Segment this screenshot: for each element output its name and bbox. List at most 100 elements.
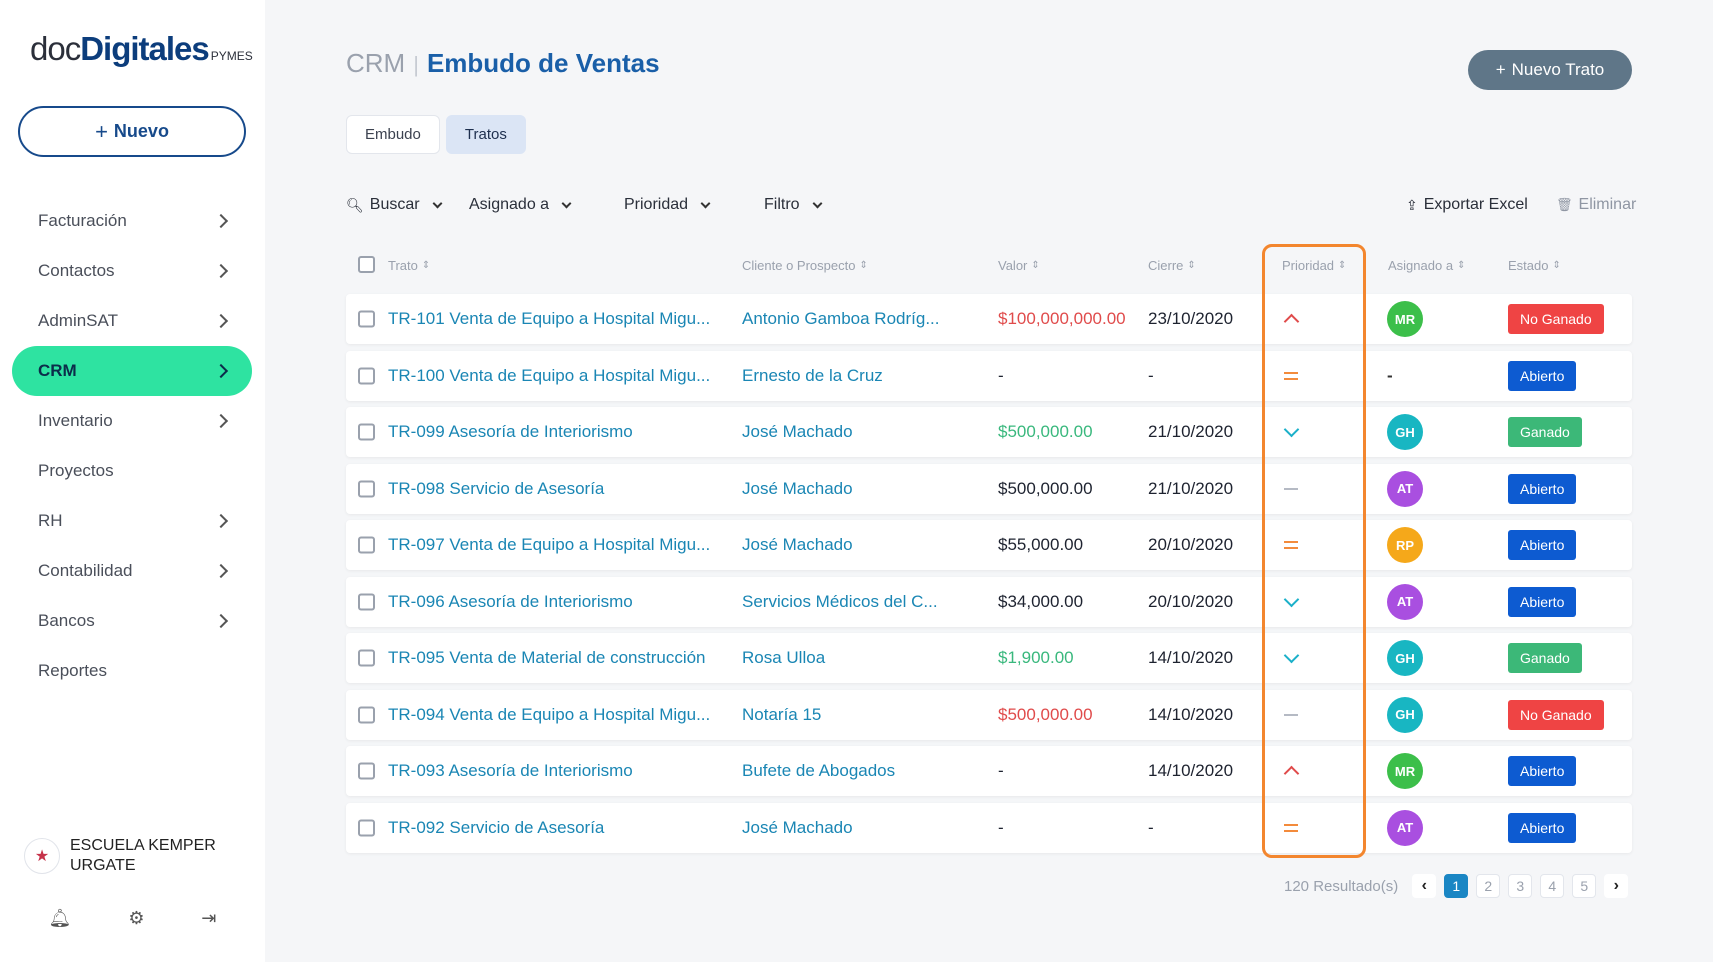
chevron-right-icon [213,313,229,329]
assignee-avatar[interactable]: GH [1387,414,1423,450]
sidebar-item-contabilidad[interactable]: Contabilidad [12,546,252,596]
tab-embudo[interactable]: Embudo [346,115,440,154]
search-dropdown[interactable]: 🔍︎ Buscar [346,196,443,214]
table-row[interactable]: TR-095 Venta de Material de construcción… [346,633,1632,683]
sidebar-item-facturaci-n[interactable]: Facturación [12,196,252,246]
gear-icon[interactable]: ⚙ [128,908,145,928]
deal-link[interactable]: TR-097 Venta de Equipo a Hospital Migu..… [388,535,711,554]
sidebar-item-contactos[interactable]: Contactos [12,246,252,296]
assignee-avatar[interactable]: AT [1387,470,1423,507]
table-row[interactable]: TR-099 Asesoría de Interiorismo José Mach… [346,407,1632,457]
column-header-estado[interactable]: Estado ⇕ [1508,258,1561,273]
prev-page-chevron-icon[interactable]: ‹ [1412,874,1437,898]
page-2-button[interactable]: 2 [1476,874,1501,898]
app-logo[interactable]: docDigitales PYMES [30,30,253,67]
tab-tratos[interactable]: Tratos [445,115,526,154]
client-link[interactable]: Antonio Gamboa Rodríg... [742,309,940,328]
filter-dropdown[interactable]: Filtro [764,196,823,214]
assignee-avatar[interactable]: AT [1387,809,1423,846]
delete-button[interactable]: 🗑︎ Eliminar [1556,196,1636,214]
assigned-filter-dropdown[interactable]: Asignado a [469,196,572,214]
page-3-button[interactable]: 3 [1508,874,1533,898]
table-row[interactable]: TR-092 Servicio de Asesoría José Machado -… [346,802,1632,853]
priority-filter-dropdown[interactable]: Prioridad [624,196,711,214]
row-checkbox[interactable] [358,310,375,328]
new-deal-button[interactable]: + Nuevo Trato [1468,50,1632,90]
row-checkbox[interactable] [358,706,375,723]
sidebar-item-crm[interactable]: CRM [12,346,252,396]
sidebar-item-inventario[interactable]: Inventario [12,396,252,446]
deal-link[interactable]: TR-093 Asesoría de Interiorismo [388,761,633,780]
bell-icon[interactable]: 🔔︎ [48,908,72,928]
breadcrumb-section[interactable]: CRM [346,48,406,78]
column-header-trato[interactable]: Trato ⇕ [388,258,430,273]
client-link[interactable]: Rosa Ulloa [742,648,826,667]
client-link[interactable]: José Machado [742,478,853,498]
sidebar-item-adminsat[interactable]: AdminSAT [12,296,252,346]
table-row[interactable]: TR-094 Venta de Equipo a Hospital Migu..… [346,689,1632,740]
client-link[interactable]: Ernesto de la Cruz [742,365,883,385]
table-row[interactable]: TR-096 Asesoría de Interiorismo Servicios… [346,576,1632,627]
row-checkbox[interactable] [358,819,375,836]
column-header-asignado[interactable]: Asignado a ⇕ [1388,258,1465,273]
deal-link[interactable]: TR-098 Servicio de Asesoría [388,478,605,498]
priority-medium-icon [1284,823,1298,832]
column-header-prioridad[interactable]: Prioridad ⇕ [1282,258,1346,273]
column-header-cliente[interactable]: Cliente o Prospecto ⇕ [742,258,868,273]
new-button[interactable]: + Nuevo [18,106,246,157]
client-link[interactable]: Servicios Médicos del C... [742,591,938,611]
table-row[interactable]: TR-101 Venta de Equipo a Hospital Migu..… [346,294,1632,344]
next-page-chevron-icon[interactable]: › [1604,874,1629,898]
priority-indicator [1280,647,1302,669]
deal-link[interactable]: TR-096 Asesoría de Interiorismo [388,591,633,611]
assignee-avatar[interactable]: GH [1387,640,1423,676]
page-4-button[interactable]: 4 [1540,874,1565,898]
row-checkbox[interactable] [358,593,375,610]
logout-icon[interactable]: ⇥ [201,908,217,928]
client-link[interactable]: José Machado [742,817,853,837]
sidebar-item-rh[interactable]: RH [12,496,252,546]
assignee-avatar[interactable]: MR [1387,753,1423,789]
client-link[interactable]: José Machado [742,422,853,441]
table-row[interactable]: TR-098 Servicio de Asesoría José Machado $… [346,463,1632,514]
deal-link[interactable]: TR-092 Servicio de Asesoría [388,817,605,837]
export-excel-button[interactable]: ⇪ Exportar Excel [1406,196,1528,214]
row-checkbox[interactable] [358,367,375,384]
assignee-avatar[interactable]: MR [1387,301,1423,337]
client-link[interactable]: Bufete de Abogados [742,761,896,780]
table-row[interactable]: TR-093 Asesoría de Interiorismo Bufete de… [346,746,1632,796]
deal-link[interactable]: TR-099 Asesoría de Interiorismo [388,422,633,441]
row-checkbox[interactable] [358,423,375,441]
client-link[interactable]: Notaría 15 [742,704,822,724]
sidebar-item-proyectos[interactable]: Proyectos [12,446,252,496]
column-header-valor[interactable]: Valor ⇕ [998,258,1040,273]
deal-link[interactable]: TR-095 Venta de Material de construcción [388,648,706,667]
page-name: Embudo de Ventas [426,48,660,78]
status-badge: Abierto [1508,812,1577,843]
sidebar-item-reportes[interactable]: Reportes [12,646,252,696]
row-checkbox[interactable] [358,536,375,554]
table-row[interactable]: TR-097 Venta de Equipo a Hospital Migu..… [346,520,1632,570]
client-link[interactable]: José Machado [742,535,853,554]
sort-icon: ⇕ [859,260,868,271]
chevron-down-icon [812,198,823,208]
column-header-cierre[interactable]: Cierre ⇕ [1148,258,1196,273]
select-all-checkbox[interactable] [358,256,375,273]
row-checkbox[interactable] [358,480,375,497]
page-1-button[interactable]: 1 [1444,874,1469,898]
close-date: 21/10/2020 [1148,478,1234,498]
sidebar-item-bancos[interactable]: Bancos [12,596,252,646]
row-checkbox[interactable] [358,762,375,780]
assignee-avatar[interactable]: RP [1387,527,1423,563]
company-switcher[interactable]: ★ ESCUELA KEMPER URGATE [24,836,240,876]
deal-link[interactable]: TR-094 Venta de Equipo a Hospital Migu..… [388,704,711,724]
table-row[interactable]: TR-100 Venta de Equipo a Hospital Migu..… [346,350,1632,401]
row-checkbox[interactable] [358,649,375,667]
deal-link[interactable]: TR-100 Venta de Equipo a Hospital Migu..… [388,365,711,385]
deal-link[interactable]: TR-101 Venta de Equipo a Hospital Migu..… [388,309,711,328]
assignee-avatar[interactable]: GH [1387,696,1423,733]
assignee-avatar[interactable]: AT [1387,583,1423,620]
page-5-button[interactable]: 5 [1572,874,1597,898]
sidebar-nav: Facturación Contactos AdminSAT CRM Inventari… [12,196,252,696]
close-date: 21/10/2020 [1148,422,1234,441]
